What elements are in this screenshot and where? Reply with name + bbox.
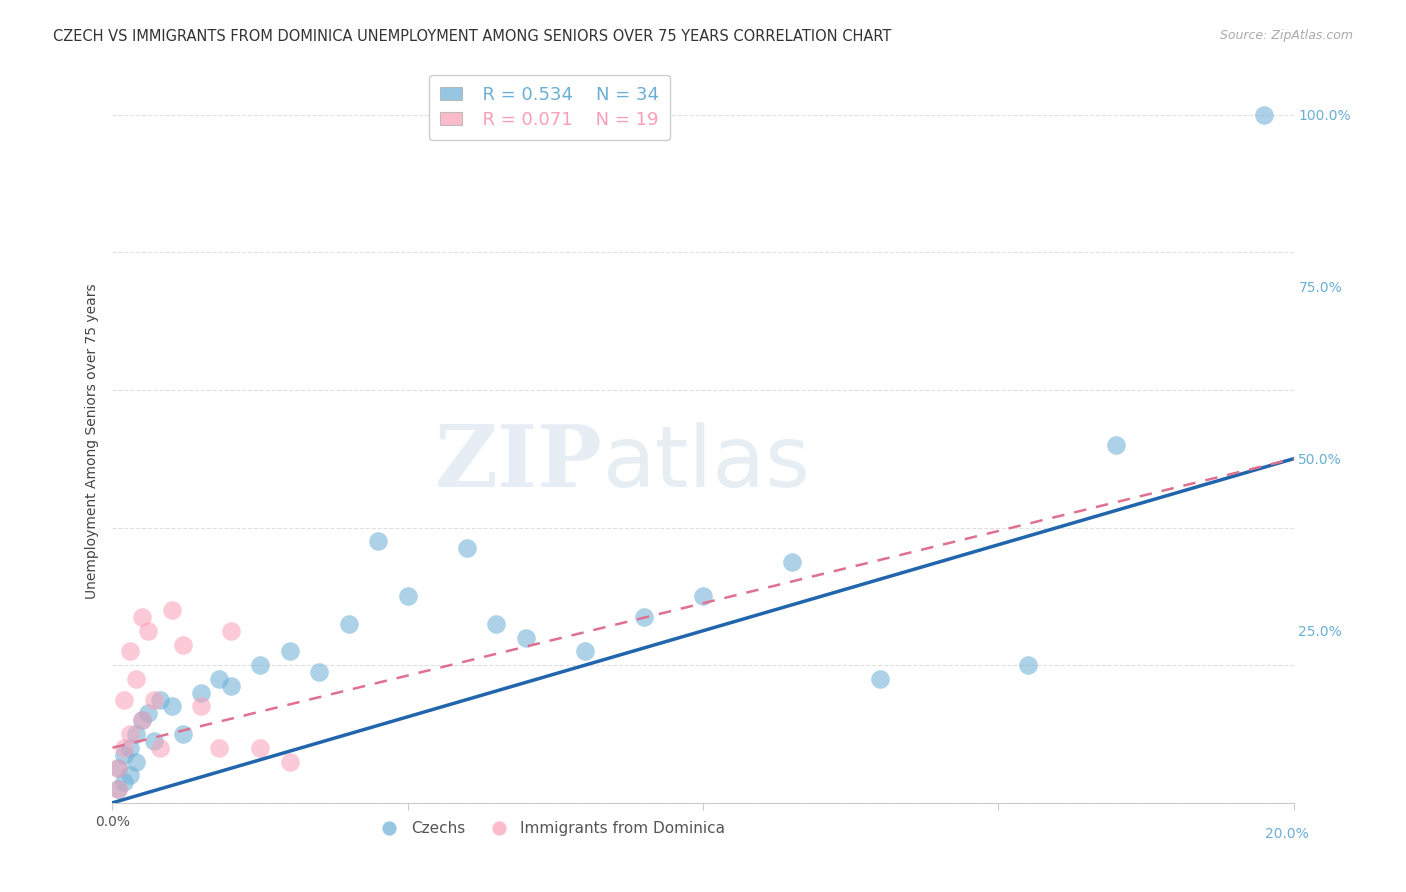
Point — [172, 727, 194, 741]
Point — [107, 782, 129, 797]
Point — [1017, 658, 1039, 673]
Y-axis label: Unemployment Among Seniors over 75 years: Unemployment Among Seniors over 75 years — [84, 284, 98, 599]
Point — [249, 740, 271, 755]
Point — [190, 686, 212, 700]
Point — [869, 672, 891, 686]
Point — [112, 775, 135, 789]
Point — [142, 734, 165, 748]
Text: atlas: atlas — [603, 422, 811, 505]
Point — [278, 644, 301, 658]
Point — [367, 534, 389, 549]
Text: CZECH VS IMMIGRANTS FROM DOMINICA UNEMPLOYMENT AMONG SENIORS OVER 75 YEARS CORRE: CZECH VS IMMIGRANTS FROM DOMINICA UNEMPL… — [53, 29, 891, 44]
Point — [120, 644, 142, 658]
Point — [131, 713, 153, 727]
Point — [456, 541, 478, 556]
Point — [1253, 108, 1275, 122]
Point — [125, 755, 148, 769]
Text: ZIP: ZIP — [434, 421, 603, 505]
Legend: Czechs, Immigrants from Dominica: Czechs, Immigrants from Dominica — [368, 815, 731, 842]
Point — [219, 624, 242, 638]
Point — [120, 727, 142, 741]
Point — [131, 610, 153, 624]
Point — [396, 590, 419, 604]
Point — [190, 699, 212, 714]
Point — [172, 638, 194, 652]
Point — [149, 740, 172, 755]
Point — [1105, 438, 1128, 452]
Point — [249, 658, 271, 673]
Point — [149, 692, 172, 706]
Point — [112, 747, 135, 762]
Point — [219, 679, 242, 693]
Point — [136, 624, 159, 638]
Point — [208, 672, 231, 686]
Point — [633, 610, 655, 624]
Point — [308, 665, 330, 679]
Point — [125, 672, 148, 686]
Point — [485, 616, 508, 631]
Point — [107, 761, 129, 775]
Point — [112, 692, 135, 706]
Point — [136, 706, 159, 721]
Point — [692, 590, 714, 604]
Text: Source: ZipAtlas.com: Source: ZipAtlas.com — [1219, 29, 1353, 42]
Point — [107, 782, 129, 797]
Point — [337, 616, 360, 631]
Point — [574, 644, 596, 658]
Point — [780, 555, 803, 569]
Point — [160, 699, 183, 714]
Point — [208, 740, 231, 755]
Point — [107, 761, 129, 775]
Point — [160, 603, 183, 617]
Point — [120, 740, 142, 755]
Point — [125, 727, 148, 741]
Point — [112, 740, 135, 755]
Point — [120, 768, 142, 782]
Point — [131, 713, 153, 727]
Point — [142, 692, 165, 706]
Point — [515, 631, 537, 645]
Text: 20.0%: 20.0% — [1264, 827, 1309, 841]
Point — [278, 755, 301, 769]
